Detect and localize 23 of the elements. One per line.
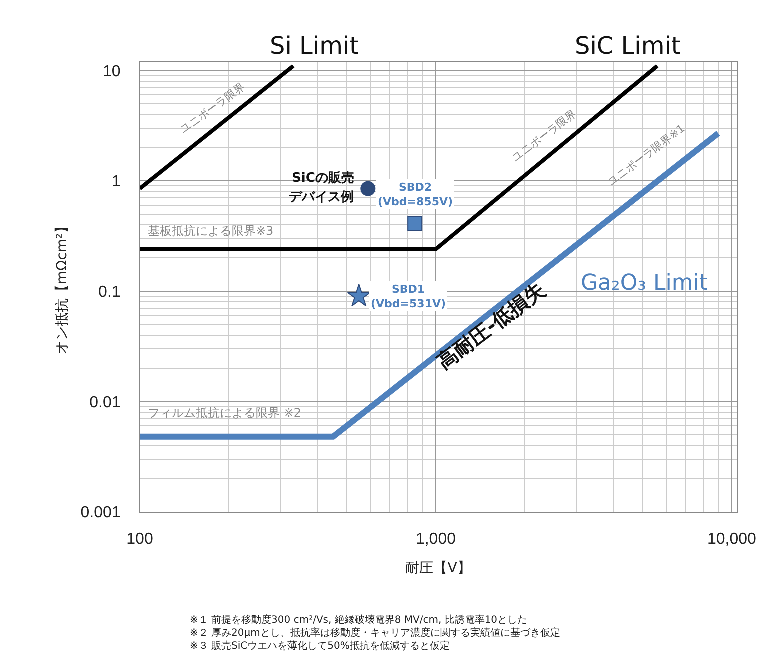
x-tick-label: 1,000 <box>416 531 456 548</box>
y-tick-label: 0.01 <box>90 394 121 412</box>
annotation: ユニポーラ限界 <box>510 107 580 164</box>
text: ※１ 前提を移動度300 cm²/Vs, 絶縁破壊電界8 MV/cm, 比誘電率10とした ※２ 厚み20μmとし、抵抗率は移動度・キャリア濃度に関する実績値に基づき仮定 ※３ 販売SiCウエハを薄化して50%抵抗を低減すると仮定 <box>190 614 560 652</box>
y-tick-label: 10 <box>103 63 121 80</box>
series-label: Ga₂O₃ Limit <box>581 271 708 296</box>
annotation: ユニポーラ限界※1 <box>605 122 688 188</box>
x-tick-label: 10,000 <box>707 531 757 548</box>
y-tick-label: 0.1 <box>98 284 121 301</box>
series-label: Si Limit <box>270 32 360 60</box>
annotation: SiCの販売 <box>292 170 354 186</box>
series-label: SiC Limit <box>575 32 681 60</box>
annotation: SBD2 (Vbd=855V) <box>378 181 454 208</box>
x-axis-title: 耐圧【V】 <box>406 560 472 576</box>
y-tick-label: 0.001 <box>80 504 121 522</box>
y-tick-label: 1 <box>112 174 121 191</box>
x-tick-label: 100 <box>126 531 154 548</box>
annotation: デバイス例 <box>289 190 354 205</box>
annotation: フィルム抵抗による限界 ※2 <box>148 406 302 420</box>
y-axis-title: オン抵抗【mΩcm²】 <box>54 219 70 355</box>
annotation: 基板抵抗による限界※3 <box>148 224 274 238</box>
annotation: SBD1 (Vbd=531V) <box>371 283 446 310</box>
annotation: ユニポーラ限界 <box>178 80 248 136</box>
